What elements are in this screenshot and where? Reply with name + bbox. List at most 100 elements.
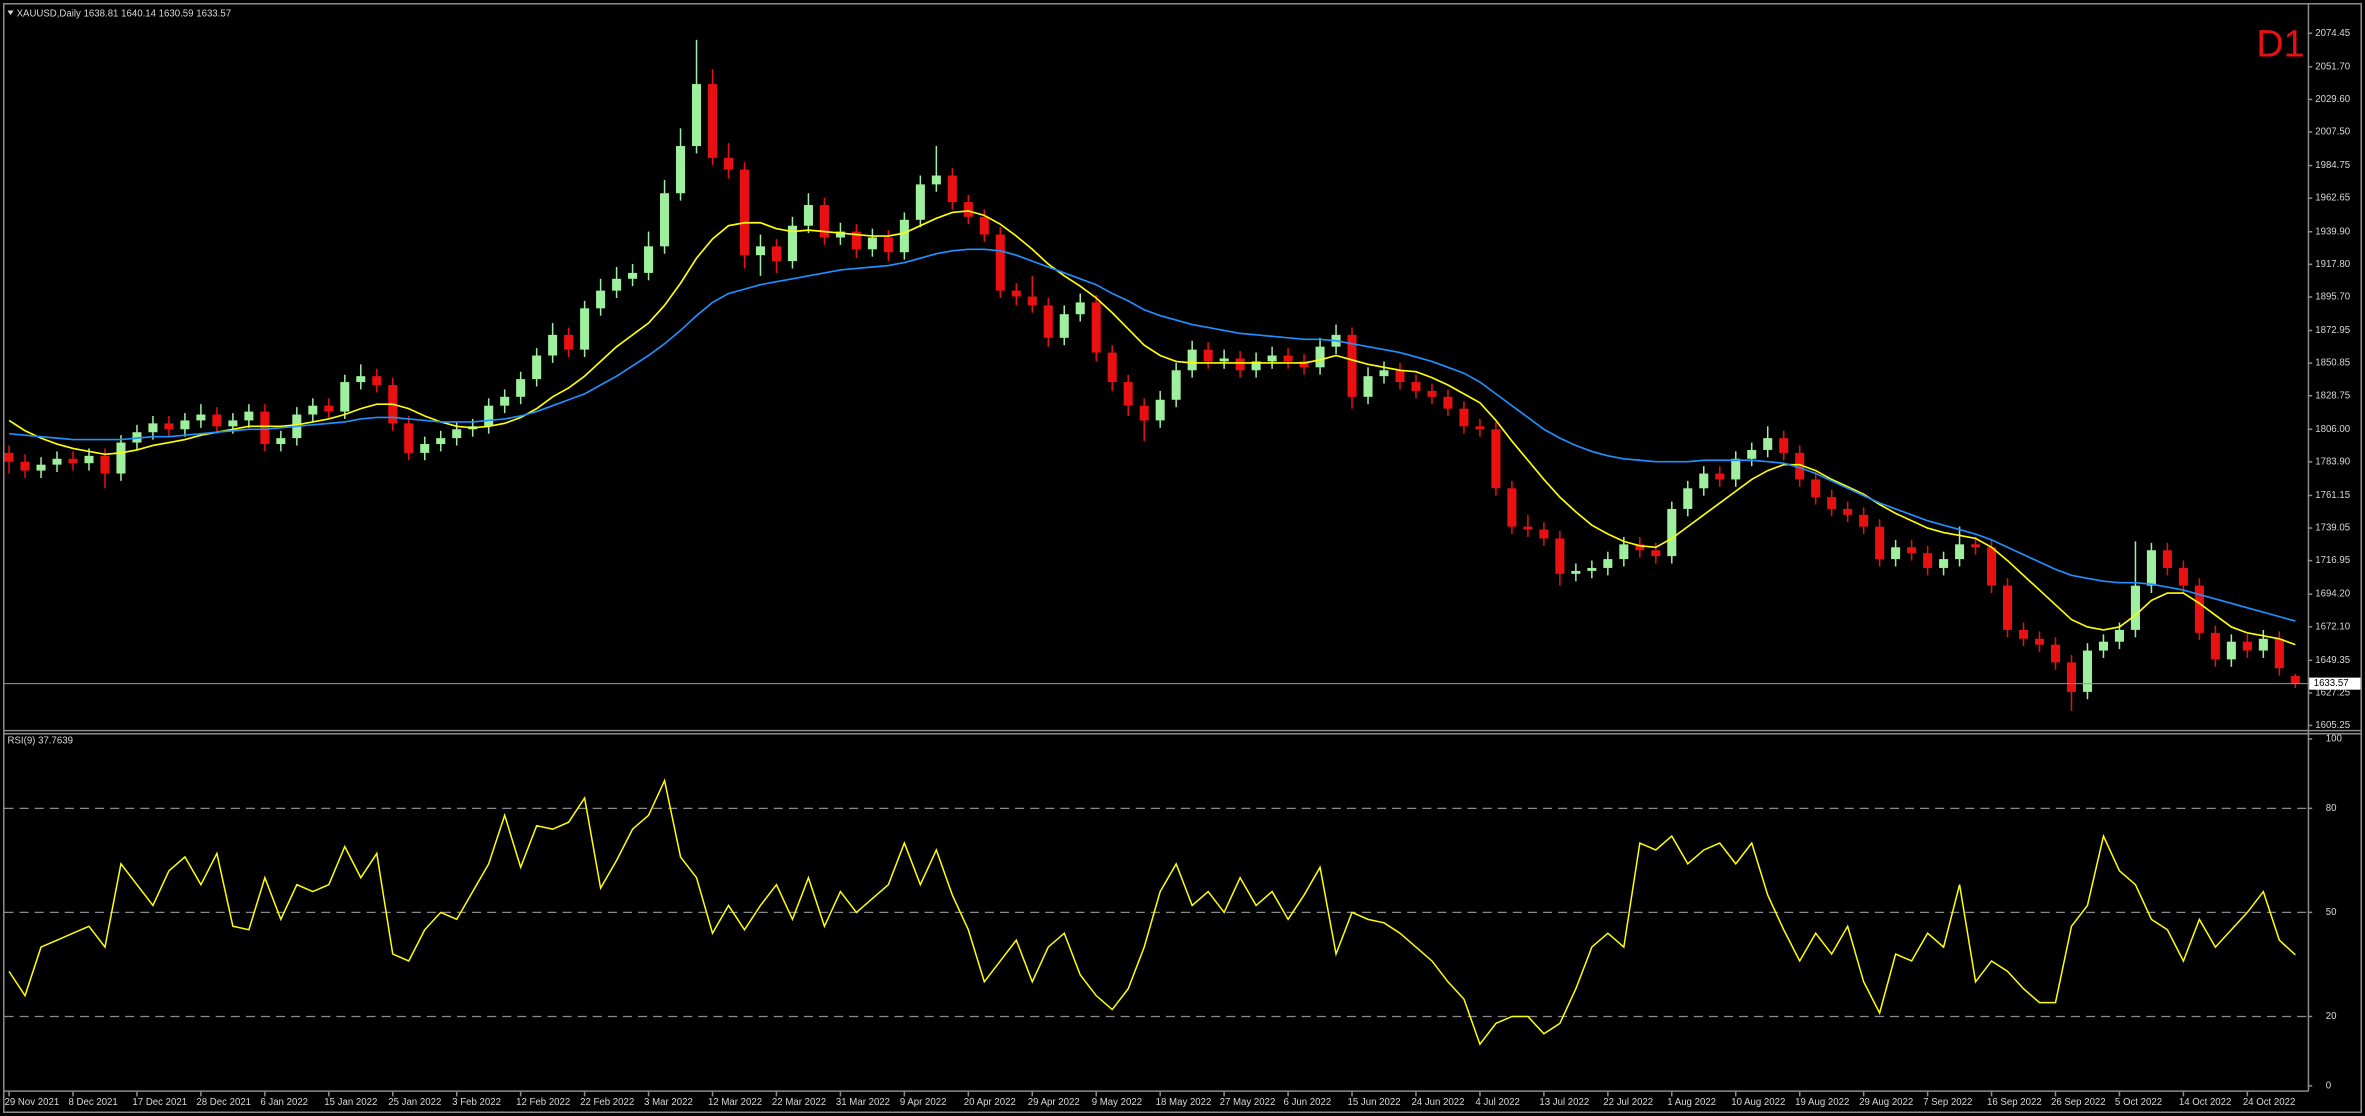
x-tick-label: 12 Feb 2022 [516,1097,570,1108]
candle-body [1923,553,1933,568]
candle-body [660,193,670,247]
candle-body [2130,585,2140,630]
candle-body [644,246,654,273]
candle-body [2003,585,2013,630]
candle-body [532,355,542,380]
candle-body [899,219,909,253]
candle-body [1123,382,1133,406]
candle-body [228,420,238,427]
candle-body [835,231,845,238]
candle-body [2082,650,2092,692]
candle-body [692,84,702,147]
x-tick-label: 31 Mar 2022 [836,1097,890,1108]
candle-body [2066,662,2077,692]
x-tick-label: 9 Apr 2022 [900,1097,947,1108]
candle-body [1635,544,1645,551]
candle-body [2034,638,2045,645]
candle-body [340,382,350,412]
candle-body [1315,346,1325,368]
candle-body [196,414,206,421]
candle-body [1091,302,1101,353]
candle-body [564,334,574,350]
x-tick-label: 18 May 2022 [1156,1097,1212,1108]
candle-body [755,246,766,256]
candle-body [68,458,78,464]
candle-body [260,411,270,445]
candle-body [1251,361,1261,371]
x-tick-label: 15 Jan 2022 [324,1097,377,1108]
candle-body [1763,438,1773,450]
open-price: 1638.81 [84,8,119,19]
candle-body [1651,550,1661,557]
y-tick-label: 2074.45 [2315,28,2350,39]
candle-body [2226,641,2236,660]
candle-body [1267,355,1277,362]
x-tick-label: 16 Sep 2022 [1987,1097,2042,1108]
candle-body [883,237,893,253]
candle-body [1907,547,1917,554]
y-tick-label: 1806.00 [2315,424,2350,435]
candle-body [2242,641,2252,651]
collapse-arrow[interactable] [7,10,14,16]
candle-body [867,237,877,250]
candle-body [420,444,430,453]
moving-average [8,248,2296,622]
candle-body [1587,567,1597,571]
candle-body [1379,370,1389,377]
x-tick-label: 6 Jan 2022 [260,1097,308,1108]
candle-body [931,175,941,185]
candle-body [436,438,446,445]
candle-body [1779,438,1789,453]
timeframe-label: D1 [2256,23,2304,65]
x-tick-label: 28 Dec 2021 [196,1097,251,1108]
candle-body [979,216,989,235]
y-tick-label: 2007.50 [2315,127,2350,138]
y-tick-label: 1895.70 [2315,291,2350,302]
candle-body [500,396,510,406]
y-tick-label: 80 [2326,803,2337,814]
candle-body [819,205,829,238]
candle-body [2098,641,2108,651]
candle-body [516,379,526,397]
x-tick-label: 6 Jun 2022 [1284,1097,1332,1108]
candle-body [1363,376,1373,397]
candle-body [1299,361,1309,368]
candle-body [452,429,462,439]
close-price: 1633.57 [196,8,231,19]
x-tick-label: 29 Nov 2021 [5,1097,60,1108]
candle-body [1107,352,1117,383]
candle-body [1971,544,1981,548]
candle-body [1795,452,1805,480]
candle-body [1619,544,1629,560]
x-tick-label: 29 Aug 2022 [1859,1097,1913,1108]
candle-body [1715,473,1725,480]
x-tick-label: 9 May 2022 [1092,1097,1142,1108]
candle-body [276,438,286,445]
candle-body [1891,547,1901,560]
x-tick-label: 27 May 2022 [1220,1097,1276,1108]
x-tick-label: 26 Sep 2022 [2051,1097,2106,1108]
candle-body [1427,390,1437,397]
candle-body [20,461,30,471]
candle-body [116,442,126,474]
candle-body [324,405,334,412]
x-tick-label: 10 Aug 2022 [1731,1097,1785,1108]
candle-body [1875,526,1885,560]
candle-body [1731,458,1741,480]
candle-body [596,290,606,309]
candle-body [803,205,813,226]
candle-body [963,202,973,217]
candle-body [148,423,158,433]
low-price: 1630.59 [159,8,194,19]
candle-body [1747,449,1757,459]
x-tick-label: 24 Jun 2022 [1411,1097,1464,1108]
candle-body [2258,638,2268,651]
candle-body [2018,629,2029,639]
candle-body [1283,355,1293,362]
x-tick-label: 22 Mar 2022 [772,1097,826,1108]
candle-body [1683,488,1693,509]
symbol: XAUUSD,Daily [17,8,81,19]
candle-body [580,308,590,350]
indicator-header: RSI(9) 37.7639 [8,735,73,746]
